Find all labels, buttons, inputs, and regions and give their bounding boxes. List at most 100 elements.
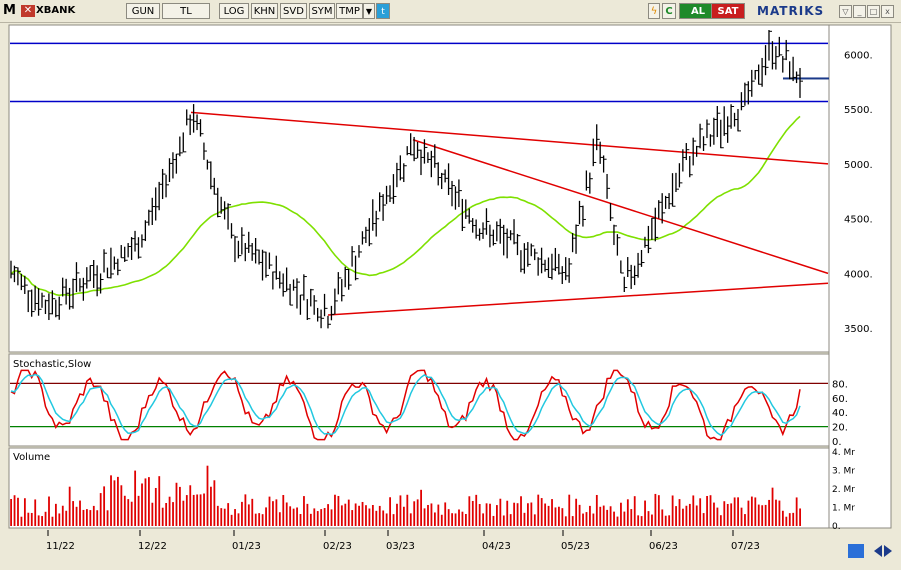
volume-bar [647,511,650,526]
lightning-icon[interactable]: ϟ [648,3,660,19]
khn-button[interactable]: KHN [251,3,278,19]
volume-bar [451,513,454,526]
volume-bar [92,505,95,526]
scroll-left-icon[interactable] [874,545,882,557]
twitter-icon[interactable]: t [376,3,390,19]
volume-bar [440,514,443,526]
period-button[interactable]: GUN [126,3,160,19]
volume-bar [299,514,302,526]
time-tick-label: 11/22 [46,541,75,552]
volume-bar [496,505,498,526]
volume-bars [10,465,801,526]
help-icon[interactable]: ▽ [839,5,852,18]
volume-bar [196,494,199,526]
scroll-controls[interactable] [848,544,892,558]
minimize-icon[interactable]: _ [853,5,866,18]
volume-bar [561,508,564,526]
price-tick-label: 4500. [844,215,873,226]
price-axis-panel [828,24,892,529]
volume-bar [427,504,429,526]
volume-bar [564,516,567,526]
volume-bar [651,514,653,526]
scroll-right-icon[interactable] [884,545,892,557]
volume-bar [179,486,181,526]
moving-average-path [10,115,801,297]
volume-bar [571,516,574,526]
close-icon[interactable]: x [881,5,894,18]
volume-bar [692,495,695,526]
volume-bar [199,494,202,526]
maximize-icon[interactable]: □ [867,5,880,18]
volume-bar [675,506,677,526]
tmp-button[interactable]: TMP [336,3,363,19]
volume-bar [554,507,557,526]
sell-button[interactable]: SAT [711,3,745,19]
volume-tick-label: 1. Mr [832,504,855,514]
ohlc-bars [10,30,803,329]
volume-bar [764,504,767,526]
volume-bar [423,508,426,526]
upper-trend-line [190,111,829,165]
volume-bar [595,494,598,526]
volume-bar [89,510,92,526]
volume-bar [347,499,350,526]
volume-bar [461,511,464,526]
volume-bar [182,500,185,526]
stochastic-panel [8,353,830,447]
volume-bar [292,508,295,526]
volume-bar [589,505,591,526]
volume-bar [303,496,305,526]
currency-button[interactable]: TL [162,3,210,19]
volume-bar [327,504,329,526]
volume-bar [478,504,481,526]
volume-bar [144,478,147,526]
stoch-tick-label: 20. [832,423,848,434]
price-tick-label: 3500. [844,324,873,335]
volume-bar [482,513,485,526]
volume-bar [685,505,688,526]
dropdown-arrow-icon[interactable]: ▼ [363,3,375,19]
volume-bar [444,502,447,526]
volume-bar [130,501,133,526]
time-tick-label: 03/23 [386,541,415,552]
volume-bar [103,486,106,526]
sym-button[interactable]: SYM [309,3,335,19]
volume-bar [506,500,509,526]
time-tick-label: 07/23 [731,541,760,552]
c-icon[interactable]: C [662,3,676,19]
symbol-label[interactable]: XBANK [36,5,76,16]
volume-bar [61,505,64,526]
volume-bar [172,502,174,526]
volume-bar [626,499,629,526]
volume-bar [509,514,512,526]
time-axis-panel [9,530,891,560]
log-button[interactable]: LOG [219,3,249,19]
volume-bar [778,500,781,526]
volume-bar [37,515,40,526]
volume-bar [361,501,364,526]
volume-bar [616,516,619,526]
volume-bar [399,495,402,526]
volume-bar [795,497,798,526]
volume-bar [657,495,660,526]
refresh-icon[interactable] [848,544,864,558]
volume-bar [664,515,667,526]
volume-bar [258,513,261,526]
svd-button[interactable]: SVD [280,3,307,19]
volume-bar [82,509,85,526]
volume-bar [330,509,333,526]
volume-bar [117,476,119,526]
volume-bar [206,465,209,526]
time-tick-label: 12/22 [138,541,167,552]
volume-bar [268,496,271,526]
symbol-close-icon[interactable]: ✕ [21,5,35,17]
volume-bar [75,506,78,526]
volume-bar [416,499,419,526]
volume-bar [34,499,37,526]
volume-tick-label: 2. Mr [832,485,855,495]
volume-bar [237,513,240,526]
volume-bar [289,506,292,526]
stoch-tick-label: 60. [832,394,848,405]
volume-bar [551,499,553,526]
price-panel [8,24,830,353]
